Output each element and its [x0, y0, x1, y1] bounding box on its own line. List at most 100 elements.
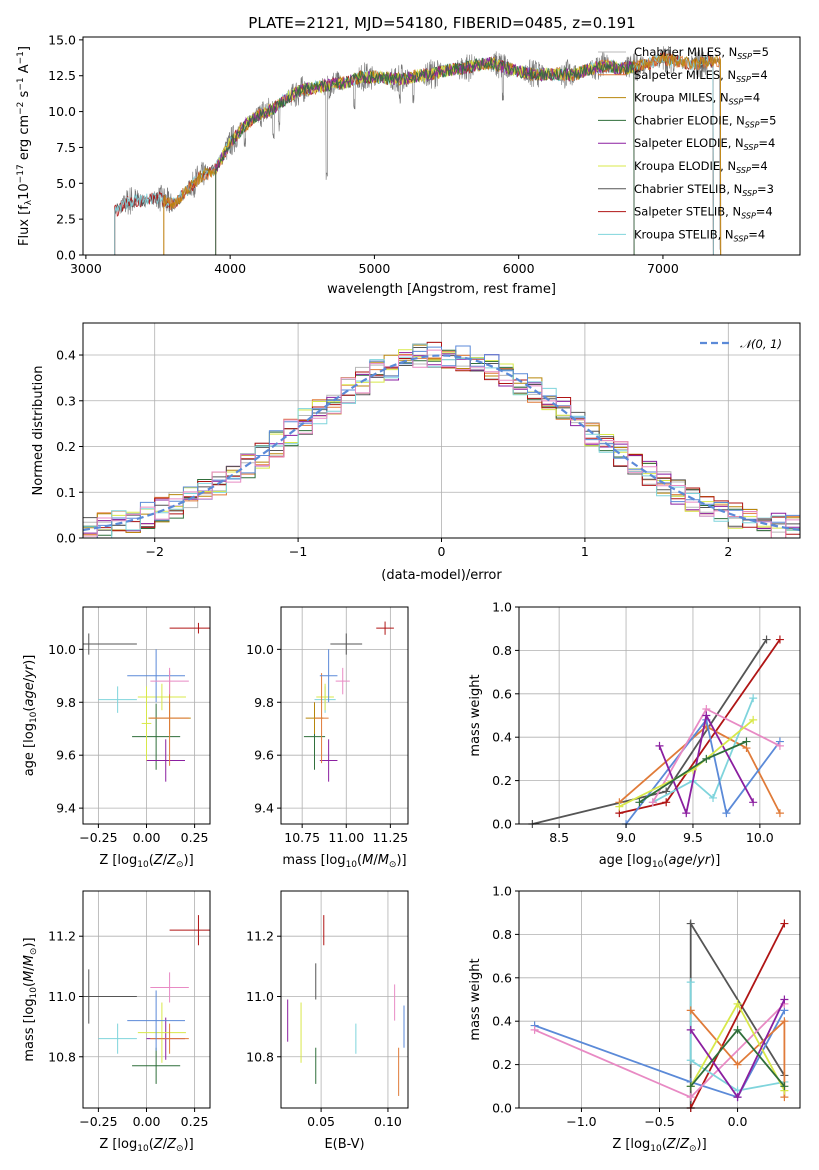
axis-frame-age-vs-mass: 10.75 11.00 11.25 9.4 9.6 9.8 10.0 mass [log10(… — [246, 606, 409, 870]
weight-marker — [733, 1093, 742, 1102]
weight-marker — [702, 711, 711, 720]
axis-label-part: ( — [22, 707, 37, 712]
model-spectrum-line — [163, 52, 722, 255]
axis-frame-mass-vs-EBV: 0.05 0.10 10.8 11.0 11.2 E(B-V) — [246, 890, 409, 1152]
axis-label-part: ⊙ — [389, 860, 397, 870]
axis-frame-age-vs-Z: −0.25 0.00 0.259.49.69.810.0Z [log10(Z/Z⊙)… — [22, 606, 211, 870]
weight-marker — [775, 809, 784, 818]
axis-label-part: ( — [22, 982, 37, 987]
axis-label-part: age [log — [599, 853, 652, 868]
error-bar-point — [127, 649, 185, 703]
axis-label-part: 10 — [652, 860, 664, 870]
y-tick-label: 7.5 — [56, 140, 76, 155]
weight-marker — [530, 1025, 539, 1034]
y-tick-label: 11.0 — [246, 989, 274, 1004]
weight-series — [686, 1025, 789, 1091]
weight-marker — [662, 798, 671, 807]
y-tick-label: 0.0 — [492, 1101, 512, 1116]
weight-series — [635, 737, 751, 807]
axis-label-part: yr — [696, 853, 712, 868]
axis-label-part: M — [22, 971, 37, 982]
axis-label-part: / — [693, 853, 698, 868]
weight-marker — [780, 1082, 789, 1091]
y-tick-label: 0.3 — [56, 393, 76, 408]
legend-label-n: =5 — [752, 45, 769, 59]
axis-label-part: λ — [24, 199, 34, 205]
axis-frame-spectrum: 3000 4000 5000 6000 7000 0.0 2.5 5.0 7.5 10.0 12.5… — [16, 32, 801, 297]
axes-mass-vs-EBV — [281, 891, 408, 1108]
weight-marker — [648, 798, 657, 807]
legend-label: Salpeter MILES, NSSP=4 — [634, 68, 768, 84]
y-tick-label: 9.6 — [254, 748, 274, 763]
axis-label-part: ⊙ — [176, 1144, 184, 1154]
legend-label-sub: SSP — [741, 212, 756, 221]
legend-label-n: =4 — [748, 227, 765, 241]
axis-label-part: 10 — [137, 1144, 149, 1154]
weight-marker — [749, 715, 758, 724]
axes-frame — [280, 890, 409, 1109]
axis-label-part: ⊙ — [29, 948, 39, 956]
x-tick-label: −0.5 — [644, 1114, 674, 1129]
y-tick-label: 10.0 — [48, 642, 76, 657]
legend-label: Salpeter ELODIE, NSSP=4 — [634, 136, 775, 152]
axis-label-part: age — [22, 682, 37, 706]
weight-marker — [686, 1006, 695, 1015]
x-tick-label: 2 — [724, 544, 732, 559]
y-tick-label: 10.8 — [48, 1049, 76, 1064]
legend-label-name: Chabrier STELIB, N — [634, 182, 742, 196]
error-bar-point — [319, 649, 338, 703]
axis-label-part: 10 — [29, 987, 39, 999]
legend-label: Chabrier ELODIE, NSSP=5 — [634, 113, 776, 129]
axis-label-part: ( — [149, 853, 154, 868]
plot-area-mass-vs-EBV — [287, 915, 405, 1096]
error-bar-point — [150, 972, 189, 1003]
y-tick-label: 1.0 — [492, 600, 512, 615]
x-tick-label: 0.00 — [133, 830, 161, 845]
weight-marker — [686, 919, 695, 928]
x-tick-label: 3000 — [70, 261, 102, 276]
weight-marker — [749, 798, 758, 807]
axis-label-part: erg cm — [17, 115, 32, 164]
axis-label-part: 10 — [29, 711, 39, 723]
weight-series — [686, 995, 789, 1102]
x-tick-label: −1 — [289, 544, 307, 559]
legend-label: Salpeter STELIB, NSSP=4 — [634, 205, 773, 221]
y-tick-label: 9.4 — [56, 801, 76, 816]
legend-label-n: =5 — [760, 113, 777, 127]
axis-label-part: ( — [662, 1137, 667, 1152]
legend-label-n: =4 — [756, 205, 773, 219]
error-bar-point — [98, 686, 137, 713]
axis-label-part: Z — [666, 1137, 677, 1152]
legend-label-name: Salpeter MILES, N — [634, 68, 736, 82]
legend-label-name: Salpeter STELIB, N — [634, 205, 741, 219]
weight-marker — [686, 1093, 695, 1102]
legend-label-name: Salpeter ELODIE, N — [634, 136, 744, 150]
weight-marker — [655, 741, 664, 750]
axis-label-part: / — [163, 853, 168, 868]
y-tick-label: 0.6 — [492, 970, 512, 985]
y-tick-label: 0.2 — [492, 1057, 512, 1072]
axes-frame — [82, 36, 801, 256]
axis-label-part: / — [373, 853, 378, 868]
x-axis-label: Z [log10(Z/Z⊙)] — [99, 1137, 193, 1154]
x-axis-label: wavelength [Angstrom, rest frame] — [327, 282, 556, 297]
weight-series — [648, 704, 784, 807]
model-spectrum-line — [215, 57, 635, 255]
x-tick-label: 7000 — [647, 261, 679, 276]
y-tick-label: 12.5 — [48, 68, 76, 83]
legend-label-sub: SSP — [745, 120, 760, 129]
axes-mass-vs-Z — [83, 891, 210, 1108]
y-tick-label: 0.8 — [492, 643, 512, 658]
axis-label-part: Z — [679, 1137, 690, 1152]
axis-label-part: M — [22, 955, 37, 966]
legend-label: Kroupa STELIB, NSSP=4 — [634, 227, 765, 243]
y-tick-label: 10.0 — [246, 642, 274, 657]
plot-area-mass-weight-vs-Z — [530, 919, 789, 1112]
error-bar-point — [330, 633, 363, 655]
error-bar-point — [335, 667, 350, 695]
legend-label-n: =4 — [751, 159, 768, 173]
x-tick-label: −0.25 — [79, 1114, 117, 1129]
error-bar-point — [83, 969, 137, 1024]
